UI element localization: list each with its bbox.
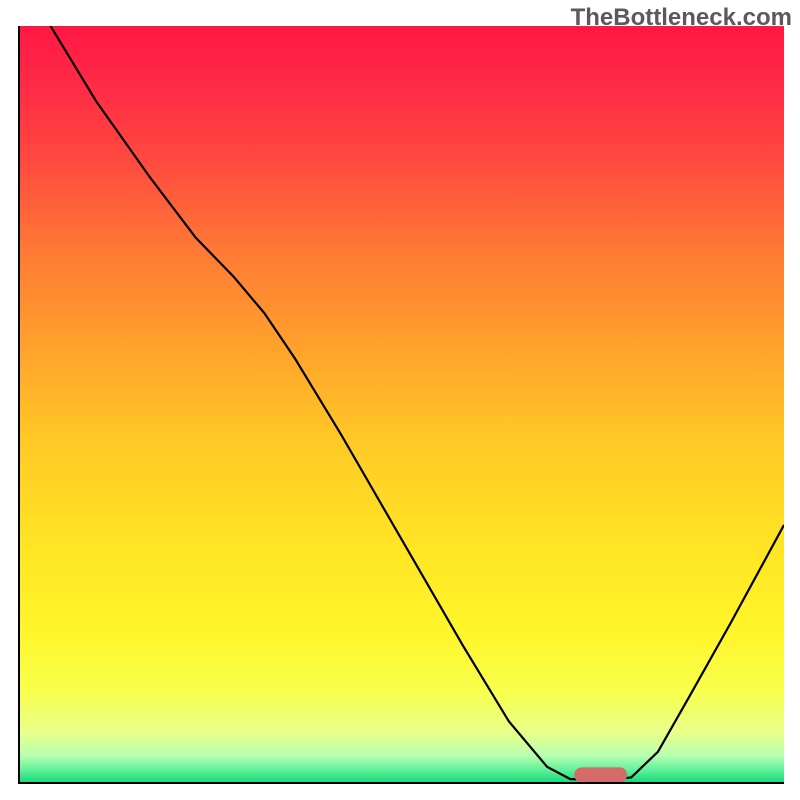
curve-layer bbox=[20, 26, 784, 782]
watermark-text: TheBottleneck.com bbox=[571, 4, 792, 32]
plot-area bbox=[18, 26, 784, 784]
chart-container: TheBottleneck.com bbox=[0, 0, 800, 800]
optimal-marker bbox=[574, 767, 628, 782]
bottleneck-curve bbox=[51, 26, 784, 780]
